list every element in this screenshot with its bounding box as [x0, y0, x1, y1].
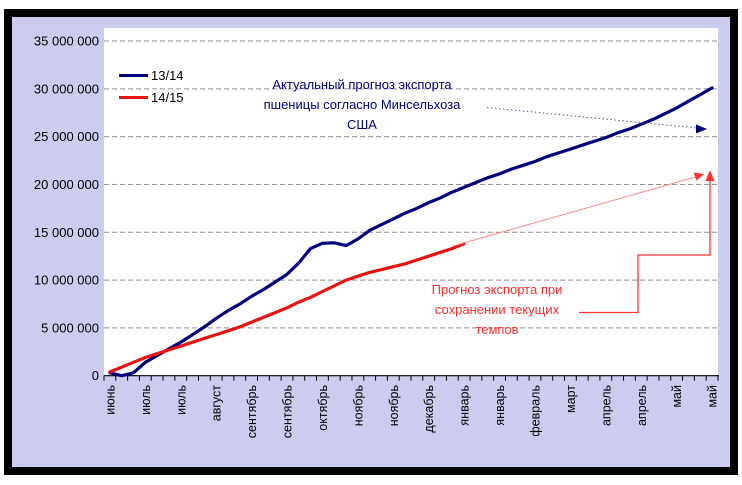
annotation-pace-line1: Прогноз экспорта при — [431, 282, 563, 297]
x-axis-label: апрель — [635, 385, 649, 426]
y-axis-label: 10 000 000 — [34, 273, 99, 288]
y-axis-label: 25 000 000 — [34, 129, 99, 144]
legend-item-14-15: 14/15 — [119, 86, 205, 108]
y-axis-label: 30 000 000 — [34, 81, 99, 96]
pace-callout-arrow-head — [705, 169, 715, 181]
x-axis-label: июль — [139, 385, 153, 415]
x-axis-label: январь — [458, 385, 472, 426]
annotation-pace-line3: темпов — [475, 322, 519, 337]
x-axis-label: август — [210, 385, 224, 422]
x-axis-label: май — [670, 385, 684, 408]
chart-legend: 13/14 14/15 — [119, 64, 205, 108]
pace-trend-arrow-line — [452, 175, 700, 247]
x-axis-label: сентябрь — [245, 385, 259, 438]
annotation-usda-line1: Актуальный прогноз экспорта — [272, 77, 452, 92]
usda-arrow-head — [696, 124, 707, 134]
series-line-14-15 — [108, 242, 466, 374]
legend-item-13-14: 13/14 — [119, 64, 205, 86]
x-axis-label: ноябрь — [387, 385, 401, 426]
y-axis-label: 35 000 000 — [34, 34, 99, 49]
x-axis-label: март — [564, 385, 578, 413]
legend-line-sample-14-15 — [119, 95, 148, 99]
x-axis-label: июль — [174, 385, 188, 415]
x-axis-label: июнь — [103, 385, 117, 415]
annotation-current-pace-forecast: Прогноз экспорта при сохранении текущих … — [407, 280, 587, 340]
x-axis-label: ноябрь — [351, 385, 365, 426]
x-axis-label: январь — [493, 385, 507, 426]
annotation-pace-line2: сохранении текущих — [434, 302, 560, 317]
annotation-usda-line3: США — [347, 117, 377, 132]
x-axis-label: апрель — [599, 385, 613, 426]
pace-callout-line — [579, 178, 711, 314]
x-axis-label: октябрь — [316, 385, 330, 431]
legend-label-14-15: 14/15 — [151, 89, 184, 105]
pace-trend-arrow-head — [693, 172, 704, 181]
x-axis-label: декабрь — [422, 385, 436, 433]
x-axis-label: май — [706, 385, 720, 408]
legend-line-sample-13-14 — [119, 73, 148, 77]
usda-arrow-line — [486, 107, 698, 129]
annotation-usda-forecast: Актуальный прогноз экспорта пшеницы согл… — [248, 75, 476, 135]
y-axis-label: 15 000 000 — [34, 225, 99, 240]
legend-label-13-14: 13/14 — [151, 67, 184, 83]
y-axis-label: 20 000 000 — [34, 177, 99, 192]
y-axis-label: 0 — [92, 368, 99, 383]
plot-area — [104, 28, 718, 376]
y-axis-label: 5 000 000 — [41, 320, 99, 335]
series-line-13-14 — [108, 86, 714, 378]
annotation-usda-line2: пшеницы согласно Минсельхоза — [263, 97, 461, 112]
x-axis-label: февраль — [528, 385, 542, 437]
x-axis-label: сентябрь — [281, 385, 295, 438]
